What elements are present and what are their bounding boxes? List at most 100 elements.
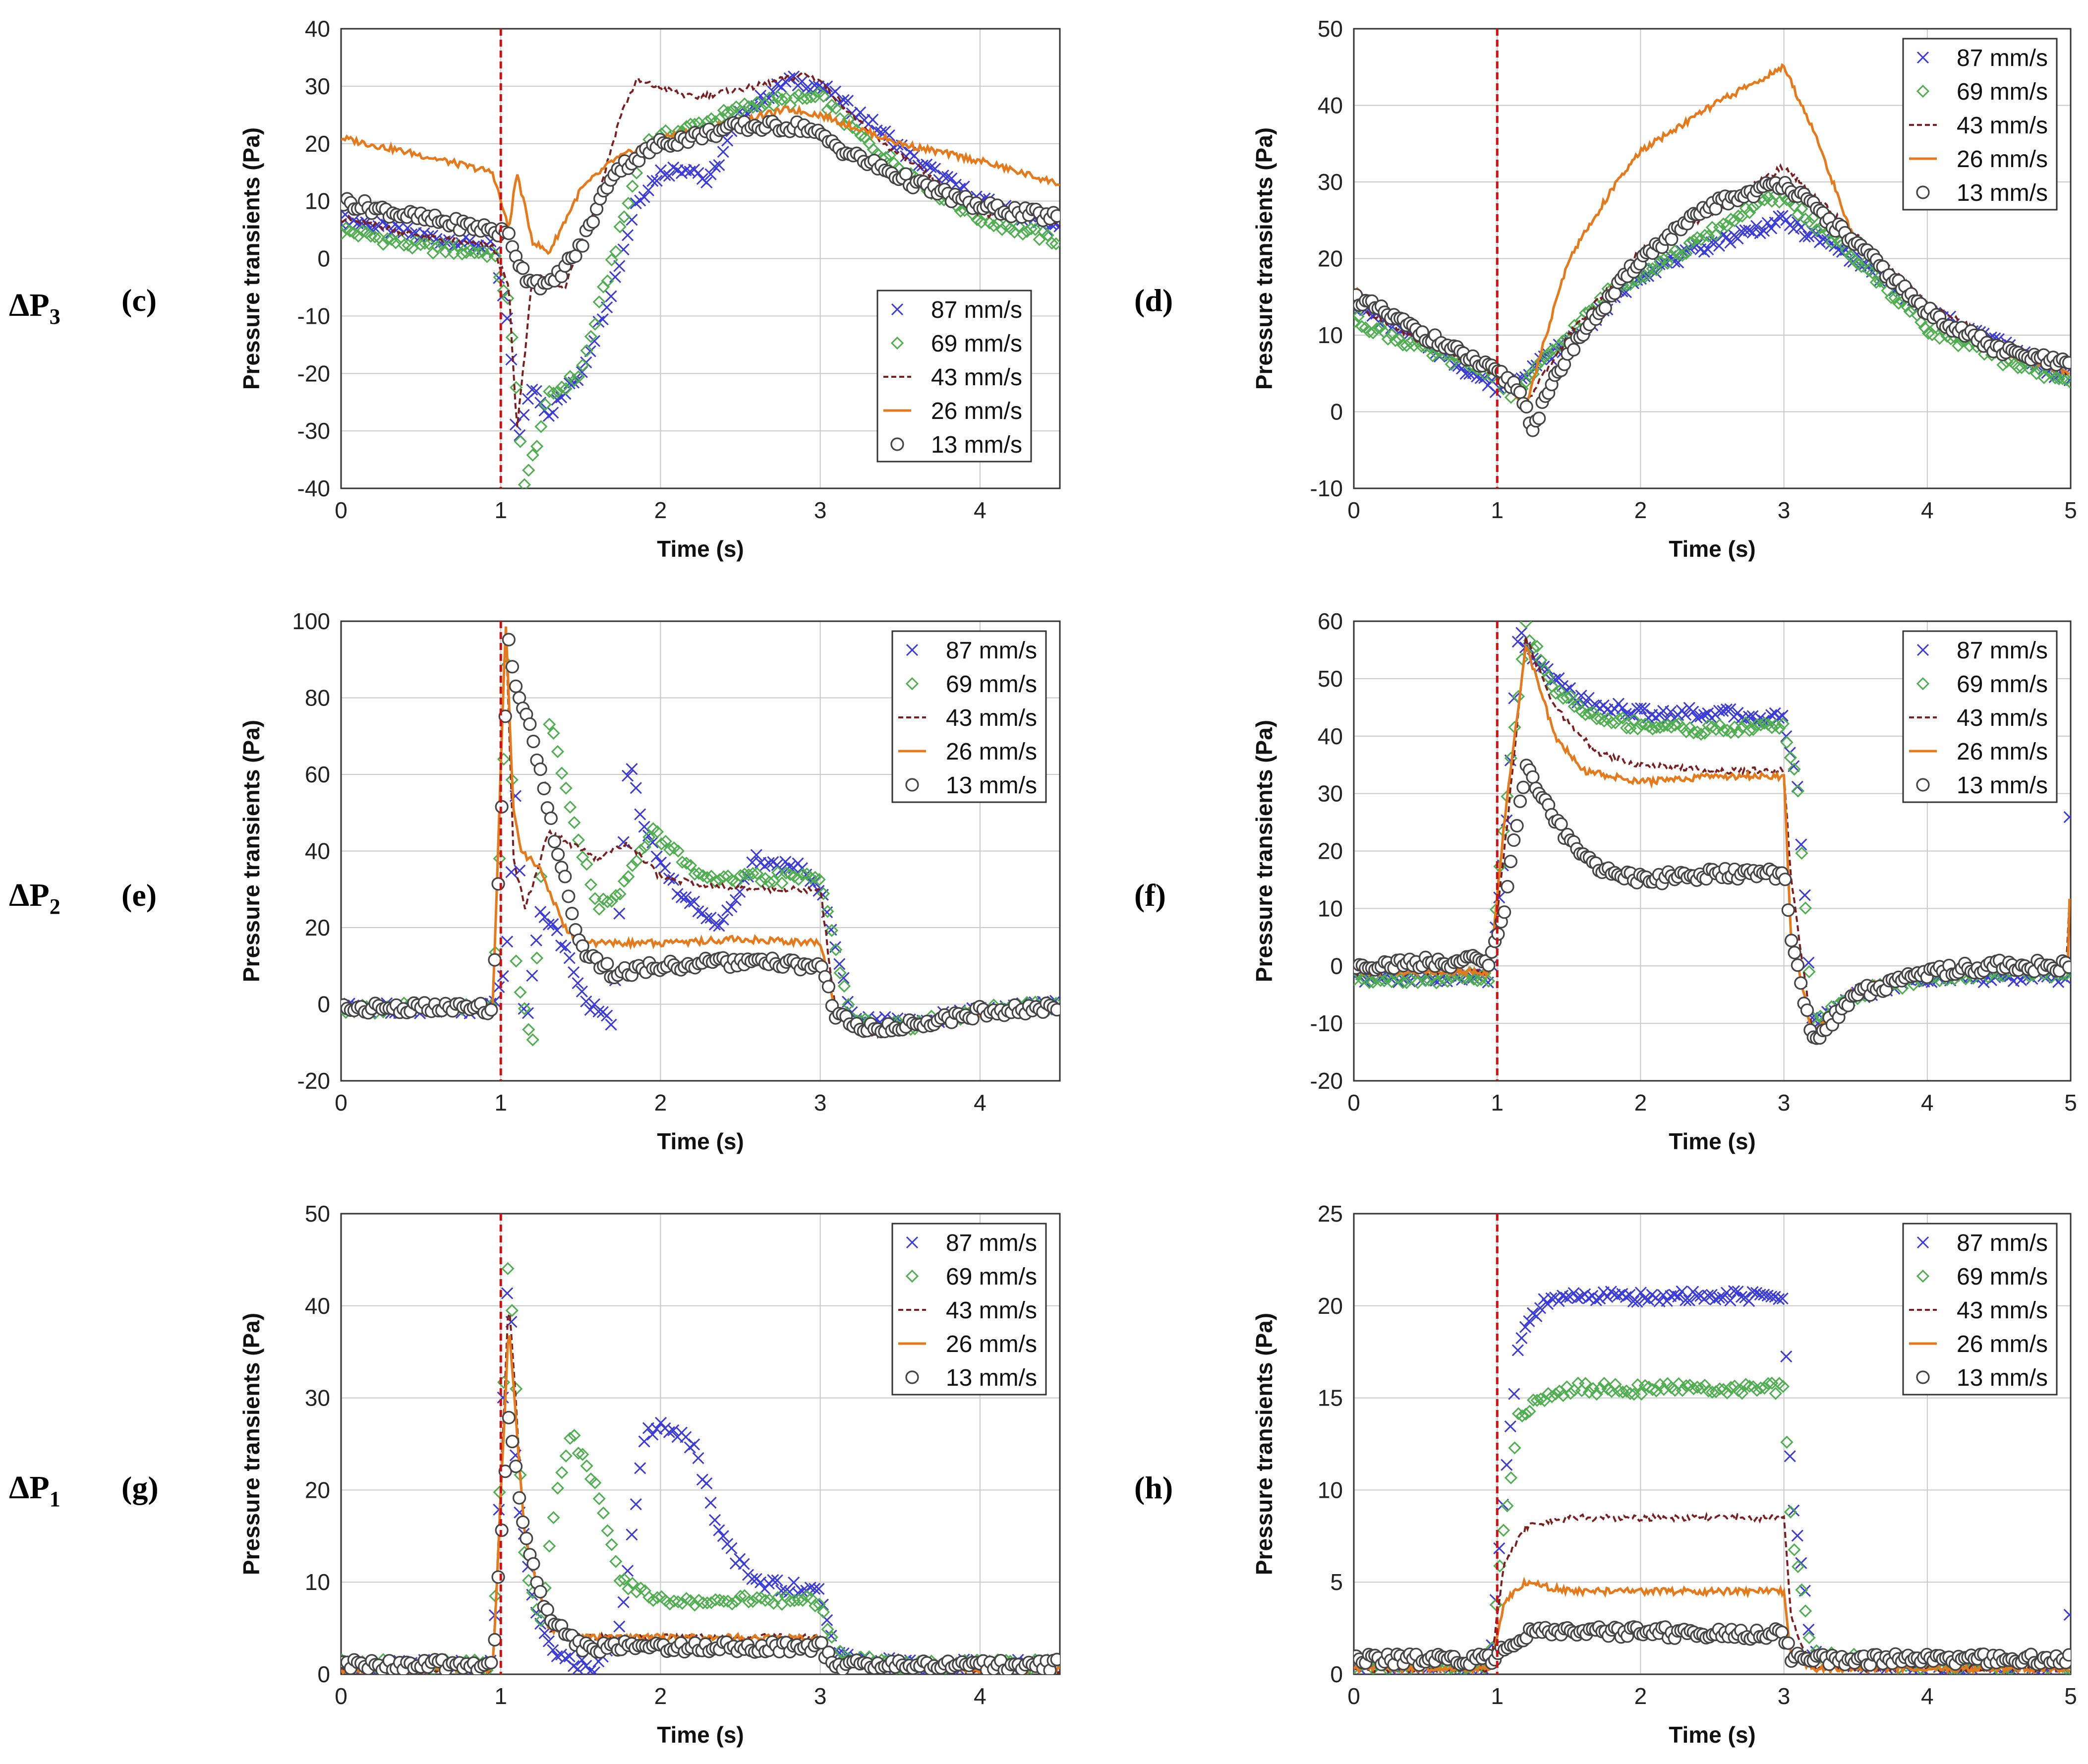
point-69-mm-s xyxy=(1422,973,1436,987)
point-69-mm-s xyxy=(638,840,651,854)
point-69-mm-s xyxy=(655,837,668,851)
point-13-mm-s xyxy=(1788,945,1801,960)
point-13-mm-s xyxy=(498,709,512,723)
point-69-mm-s xyxy=(659,834,672,848)
ytick-label-c: 30 xyxy=(305,73,330,99)
point-69-mm-s xyxy=(368,230,382,243)
legend-label-26-mm-s: 26 mm/s xyxy=(946,739,1037,765)
point-87-mm-s xyxy=(1769,1291,1781,1303)
point-87-mm-s xyxy=(1511,1344,1524,1356)
point-69-mm-s xyxy=(696,869,710,882)
point-69-mm-s xyxy=(1579,708,1592,721)
point-87-mm-s xyxy=(1765,222,1778,235)
point-87-mm-s xyxy=(1553,672,1565,685)
point-69-mm-s xyxy=(1519,621,1533,629)
x-axis-label-e: Time (s) xyxy=(657,1128,744,1154)
xtick-label-c: 3 xyxy=(814,497,827,523)
point-87-mm-s xyxy=(1776,1293,1789,1305)
point-87-mm-s xyxy=(1713,239,1725,252)
point-87-mm-s xyxy=(1523,1315,1535,1327)
point-69-mm-s xyxy=(1508,1441,1521,1455)
point-87-mm-s xyxy=(501,936,514,948)
point-69-mm-s xyxy=(721,106,735,119)
point-87-mm-s xyxy=(1631,1295,1643,1308)
xtick-label-c: 4 xyxy=(974,497,986,523)
point-87-mm-s xyxy=(1601,1291,1614,1303)
point-69-mm-s xyxy=(510,381,523,394)
point-69-mm-s xyxy=(713,1593,726,1607)
series-13-mm-s-h xyxy=(1354,1620,2071,1672)
legend-swatch-69-mm-s xyxy=(1916,84,1930,98)
xtick-label-h: 3 xyxy=(1778,1683,1791,1709)
ytick-label-g: 50 xyxy=(305,1201,330,1227)
point-69-mm-s xyxy=(1392,333,1406,346)
point-87-mm-s xyxy=(842,95,854,107)
point-87-mm-s xyxy=(667,1424,680,1437)
x-axis-label-f: Time (s) xyxy=(1669,1128,1756,1154)
point-13-mm-s xyxy=(1504,854,1517,869)
point-87-mm-s xyxy=(1802,956,1815,969)
point-69-mm-s xyxy=(1862,264,1875,277)
point-87-mm-s xyxy=(580,995,592,1007)
xtick-label-f: 3 xyxy=(1778,1090,1791,1116)
point-69-mm-s xyxy=(1471,974,1484,987)
point-69-mm-s xyxy=(1497,1524,1510,1537)
point-87-mm-s xyxy=(1698,245,1710,258)
point-13-mm-s xyxy=(1050,1652,1060,1666)
point-13-mm-s xyxy=(516,1515,530,1529)
point-69-mm-s xyxy=(1400,976,1413,990)
point-69-mm-s xyxy=(526,448,539,462)
ytick-label-h: 0 xyxy=(1330,1661,1343,1687)
ytick-label-e: 20 xyxy=(305,915,330,941)
point-69-mm-s xyxy=(1504,1471,1518,1484)
point-69-mm-s xyxy=(825,924,838,937)
point-87-mm-s xyxy=(526,383,538,396)
point-69-mm-s xyxy=(1694,1382,1708,1395)
point-69-mm-s xyxy=(771,866,785,879)
point-87-mm-s xyxy=(1534,1302,1547,1314)
point-69-mm-s xyxy=(418,236,431,250)
point-69-mm-s xyxy=(1646,262,1659,276)
point-87-mm-s xyxy=(692,167,704,179)
point-13-mm-s xyxy=(821,980,836,994)
legend-f: 87 mm/s 69 mm/s 43 mm/s 26 mm/s 13 mm/s xyxy=(1902,630,2058,803)
point-87-mm-s xyxy=(626,763,638,775)
point-87-mm-s xyxy=(1758,225,1770,237)
point-87-mm-s xyxy=(837,972,850,984)
point-87-mm-s xyxy=(605,290,617,302)
point-69-mm-s xyxy=(1732,209,1745,223)
point-69-mm-s xyxy=(588,1476,602,1489)
point-69-mm-s xyxy=(1728,214,1741,228)
point-87-mm-s xyxy=(630,782,642,794)
point-69-mm-s xyxy=(522,464,535,477)
point-69-mm-s xyxy=(1033,233,1046,246)
point-87-mm-s xyxy=(708,160,721,173)
point-87-mm-s xyxy=(1709,1293,1722,1306)
point-69-mm-s xyxy=(1601,1382,1615,1396)
point-69-mm-s xyxy=(538,398,552,412)
legend-swatch-13-mm-s xyxy=(890,437,904,451)
point-69-mm-s xyxy=(667,1594,681,1608)
point-13-mm-s xyxy=(1532,412,1546,425)
xtick-label-d: 4 xyxy=(1921,497,1934,523)
point-69-mm-s xyxy=(725,1597,739,1611)
point-87-mm-s xyxy=(717,146,729,158)
legend-label-13-mm-s: 13 mm/s xyxy=(1957,1365,2048,1391)
point-87-mm-s xyxy=(937,169,949,182)
point-69-mm-s xyxy=(1049,237,1060,250)
point-87-mm-s xyxy=(783,72,796,84)
point-87-mm-s xyxy=(721,134,734,147)
point-69-mm-s xyxy=(613,220,627,234)
point-87-mm-s xyxy=(1791,1529,1803,1542)
xtick-label-g: 4 xyxy=(974,1683,986,1709)
data-layer-c xyxy=(341,70,1060,488)
point-69-mm-s xyxy=(829,943,843,956)
point-69-mm-s xyxy=(858,131,872,144)
legend-g: 87 mm/s 69 mm/s 43 mm/s 26 mm/s 13 mm/s xyxy=(891,1223,1047,1396)
xtick-label-c: 0 xyxy=(335,497,348,523)
point-69-mm-s xyxy=(397,238,411,252)
ytick-label-c: 20 xyxy=(305,131,330,157)
xtick-label-c: 2 xyxy=(654,497,667,523)
point-69-mm-s xyxy=(1680,1379,1693,1393)
point-69-mm-s xyxy=(842,998,855,1011)
